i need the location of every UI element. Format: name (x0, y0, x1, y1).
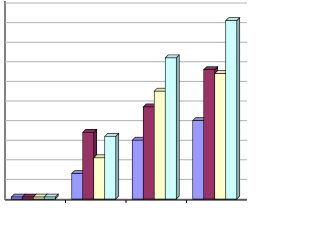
bar-front (10, 196, 23, 200)
bar-front (93, 157, 106, 200)
bar (164, 54, 180, 200)
bar-front (21, 196, 34, 200)
bar-front (43, 196, 56, 200)
bar-front (104, 135, 117, 200)
page: {"chart_data": {"type": "bar3d", "catego… (4, 1, 247, 203)
bar (43, 193, 59, 200)
bar-front (153, 90, 166, 200)
bar-front (225, 20, 238, 200)
bar-front (71, 173, 84, 200)
bar-front (32, 196, 45, 200)
bar-front (131, 139, 144, 200)
bar-front (164, 57, 177, 200)
bar-front (142, 106, 155, 200)
bar (225, 16, 241, 200)
bar-side (115, 132, 120, 200)
bar (104, 132, 120, 200)
bar-front (82, 132, 95, 200)
bar-side (175, 54, 180, 200)
chart (4, 1, 247, 203)
bar-front (192, 120, 205, 200)
bar-side (236, 16, 241, 200)
bar-front (214, 73, 227, 200)
bar-front (203, 69, 216, 200)
